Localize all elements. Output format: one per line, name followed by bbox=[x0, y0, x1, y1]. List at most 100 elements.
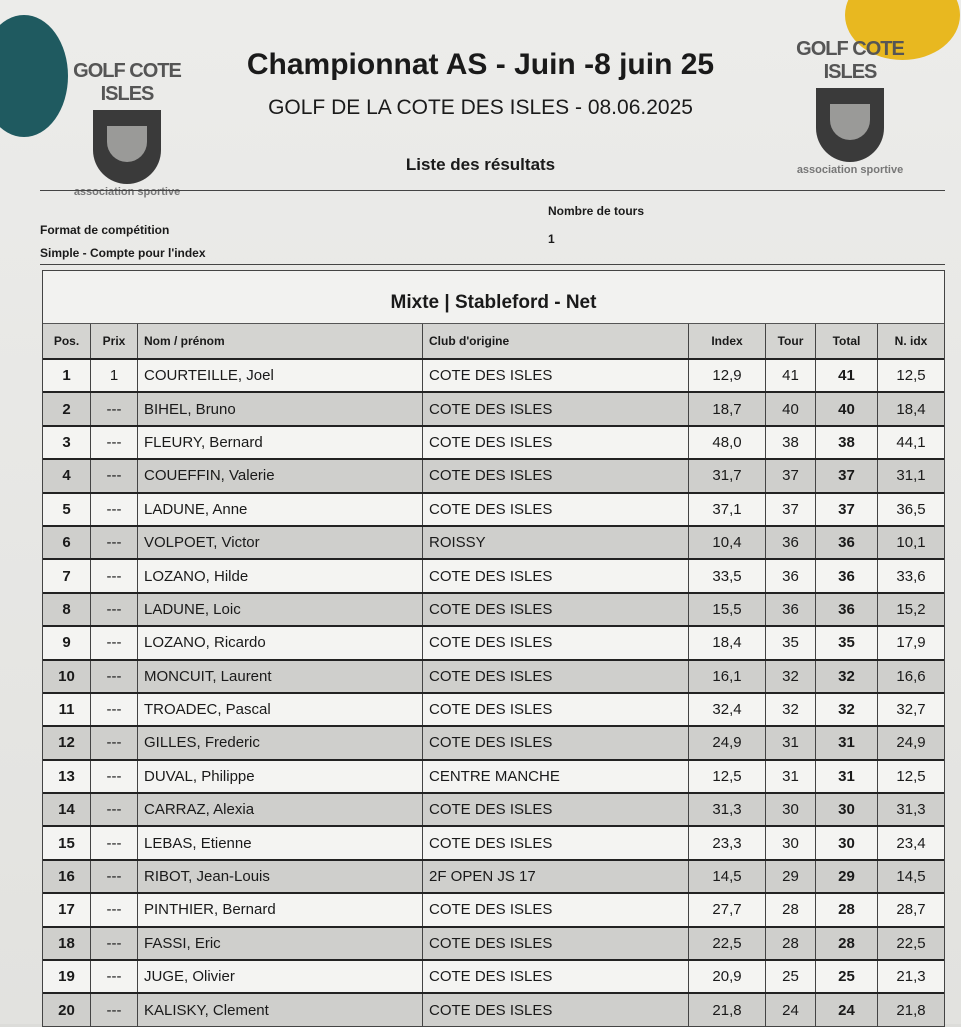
cell-name: MONCUIT, Laurent bbox=[138, 660, 423, 692]
cell-prize: --- bbox=[91, 794, 138, 826]
cell-new-index: 15,2 bbox=[896, 600, 926, 618]
cell-total: 28 bbox=[816, 927, 878, 960]
cell-new-index: 28,7 bbox=[896, 901, 926, 919]
cell-round: 28 bbox=[766, 894, 816, 926]
cell-prize: --- bbox=[91, 994, 138, 1026]
cell-name: PINTHIER, Bernard bbox=[138, 894, 423, 926]
club-logo-left: GOLF COTE ISLES association sportive bbox=[73, 60, 182, 198]
cell-index: 10,4 bbox=[689, 526, 766, 559]
cell-prize: --- bbox=[91, 493, 138, 525]
cell-position: 17 bbox=[43, 894, 91, 926]
cell-club: COTE DES ISLES bbox=[423, 961, 689, 993]
cell-name: LOZANO, Ricardo bbox=[138, 627, 423, 659]
page-title: Championnat AS - Juin -8 juin 25 bbox=[246, 48, 715, 81]
cell-position: 12 bbox=[43, 727, 91, 759]
cell-new-index: 12,5 bbox=[896, 367, 926, 385]
cell-total: 35 bbox=[816, 627, 878, 659]
cell-prize: --- bbox=[91, 593, 138, 626]
cell-total: 37 bbox=[816, 493, 878, 525]
cell-total: 24 bbox=[816, 994, 878, 1026]
cell-club: COTE DES ISLES bbox=[423, 360, 689, 392]
table-row: 1 1 COURTEILLE, Joel COTE DES ISLES 12,9 41 41… bbox=[43, 358, 944, 392]
cell-club: COTE DES ISLES bbox=[423, 693, 689, 726]
cell-index: 23,3 bbox=[689, 827, 766, 859]
magnet-left bbox=[0, 15, 68, 137]
cell-position: 19 bbox=[43, 961, 91, 993]
cell-position: 18 bbox=[43, 927, 91, 960]
cell-index: 24,9 bbox=[689, 727, 766, 759]
cell-total: 29 bbox=[816, 860, 878, 893]
cell-index: 12,5 bbox=[689, 760, 766, 793]
shield-icon bbox=[816, 88, 884, 162]
table-row: 7 --- LOZANO, Hilde COTE DES ISLES 33,5 36 36 3… bbox=[43, 558, 944, 592]
cell-round: 31 bbox=[766, 727, 816, 759]
table-row: 17 --- PINTHIER, Bernard COTE DES ISLES 27,7… bbox=[43, 892, 944, 926]
cell-new-index: 31,1 bbox=[896, 467, 926, 485]
cell-index: 37,1 bbox=[689, 493, 766, 525]
cell-round: 32 bbox=[766, 660, 816, 692]
cell-index: 48,0 bbox=[689, 426, 766, 459]
cell-name: LOZANO, Hilde bbox=[138, 560, 423, 592]
format-value: Simple - Compte pour l'index bbox=[40, 246, 206, 260]
divider bbox=[40, 264, 945, 265]
cell-index: 14,5 bbox=[689, 860, 766, 893]
cell-name: COUEFFIN, Valerie bbox=[138, 460, 423, 492]
cell-prize: --- bbox=[91, 961, 138, 993]
cell-new-index: 14,5 bbox=[896, 868, 926, 886]
cell-position: 10 bbox=[43, 660, 91, 692]
cell-total: 36 bbox=[816, 560, 878, 592]
cell-name: LADUNE, Anne bbox=[138, 493, 423, 525]
cell-position: 2 bbox=[43, 393, 91, 425]
cell-position: 1 bbox=[43, 360, 91, 392]
cell-club: 2F OPEN JS 17 bbox=[423, 860, 689, 893]
cell-name: FLEURY, Bernard bbox=[138, 426, 423, 459]
cell-club: COTE DES ISLES bbox=[423, 593, 689, 626]
cell-new-index: 16,6 bbox=[896, 667, 926, 685]
list-title: Liste des résultats bbox=[405, 155, 556, 174]
cell-prize: --- bbox=[91, 460, 138, 492]
cell-club: COTE DES ISLES bbox=[423, 727, 689, 759]
cell-total: 32 bbox=[816, 693, 878, 726]
cell-new-index: 12,5 bbox=[896, 767, 926, 785]
cell-round: 38 bbox=[766, 426, 816, 459]
cell-round: 37 bbox=[766, 460, 816, 492]
cell-round: 40 bbox=[766, 393, 816, 425]
cell-position: 8 bbox=[43, 593, 91, 626]
table-row: 15 --- LEBAS, Etienne COTE DES ISLES 23,3 30 3… bbox=[43, 825, 944, 859]
cell-new-index: 44,1 bbox=[896, 433, 926, 451]
cell-new-index: 18,4 bbox=[896, 400, 926, 418]
table-row: 18 --- FASSI, Eric COTE DES ISLES 22,5 28 28 22… bbox=[43, 925, 944, 960]
cell-club: COTE DES ISLES bbox=[423, 493, 689, 525]
shield-icon bbox=[93, 110, 161, 184]
cell-new-index: 31,3 bbox=[896, 801, 926, 819]
table-row: 14 --- CARRAZ, Alexia COTE DES ISLES 31,3 30 3… bbox=[43, 792, 944, 826]
cell-prize: 1 bbox=[91, 360, 138, 392]
table-row: 9 --- LOZANO, Ricardo COTE DES ISLES 18,4 35 3… bbox=[43, 625, 944, 659]
cell-total: 36 bbox=[816, 526, 878, 559]
column-header-position: Pos. bbox=[43, 324, 91, 358]
cell-prize: --- bbox=[91, 660, 138, 692]
cell-round: 25 bbox=[766, 961, 816, 993]
table-header-row: Pos. Prix Nom / prénom Club d'origine Index T… bbox=[43, 323, 944, 358]
cell-prize: --- bbox=[91, 927, 138, 960]
table-row: 19 --- JUGE, Olivier COTE DES ISLES 20,9 25 25… bbox=[43, 959, 944, 993]
cell-index: 16,1 bbox=[689, 660, 766, 692]
cell-index: 20,9 bbox=[689, 961, 766, 993]
cell-prize: --- bbox=[91, 526, 138, 559]
cell-position: 6 bbox=[43, 526, 91, 559]
cell-total: 38 bbox=[816, 426, 878, 459]
cell-new-index: 32,7 bbox=[896, 701, 926, 719]
cell-prize: --- bbox=[91, 426, 138, 459]
cell-prize: --- bbox=[91, 693, 138, 726]
table-row: 5 --- LADUNE, Anne COTE DES ISLES 37,1 37 37 36… bbox=[43, 491, 944, 525]
cell-name: COURTEILLE, Joel bbox=[138, 360, 423, 392]
cell-total: 28 bbox=[816, 894, 878, 926]
cell-prize: --- bbox=[91, 860, 138, 893]
cell-total: 41 bbox=[816, 360, 878, 392]
cell-new-index: 22,5 bbox=[896, 934, 926, 952]
cell-club: COTE DES ISLES bbox=[423, 827, 689, 859]
cell-club: COTE DES ISLES bbox=[423, 560, 689, 592]
cell-new-index: 24,9 bbox=[896, 734, 926, 752]
cell-position: 5 bbox=[43, 493, 91, 525]
